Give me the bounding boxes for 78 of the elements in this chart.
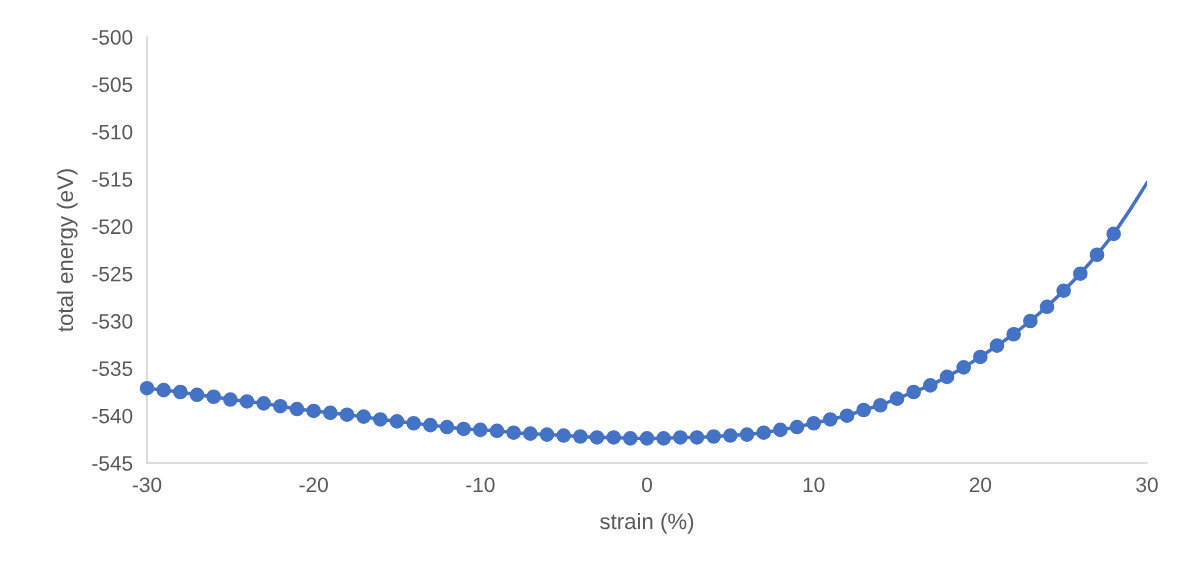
point xyxy=(406,415,421,431)
point xyxy=(823,412,838,427)
point xyxy=(189,387,205,403)
point xyxy=(473,422,488,438)
point xyxy=(556,428,571,443)
point xyxy=(389,414,405,429)
y-tick-label: -535 xyxy=(92,361,133,377)
point xyxy=(656,431,671,446)
point xyxy=(739,427,755,442)
point xyxy=(839,408,855,423)
point xyxy=(1073,266,1088,281)
point xyxy=(973,349,988,365)
point xyxy=(423,417,438,433)
point xyxy=(339,407,355,423)
point xyxy=(223,392,238,407)
point xyxy=(139,380,155,396)
y-tick-label: -520 xyxy=(92,219,133,235)
x-tick-label: 30 xyxy=(1136,477,1158,493)
point xyxy=(539,427,555,442)
point xyxy=(156,382,171,398)
y-tick-label: -540 xyxy=(92,408,133,424)
y-axis-title: total energy (eV) xyxy=(56,169,78,332)
point xyxy=(1106,226,1121,242)
point xyxy=(373,412,388,427)
point xyxy=(923,378,938,393)
y-tick-label: -505 xyxy=(92,77,133,93)
point xyxy=(439,419,455,435)
x-tick-label: 0 xyxy=(642,477,652,493)
point xyxy=(689,430,705,445)
point xyxy=(623,431,638,446)
point xyxy=(639,431,655,446)
point xyxy=(789,419,805,435)
point xyxy=(456,421,471,437)
x-axis-title: strain (%) xyxy=(600,512,694,534)
point xyxy=(989,338,1005,353)
point xyxy=(489,423,505,439)
y-tick-label: -500 xyxy=(92,30,133,45)
x-tick-label: 20 xyxy=(969,477,992,493)
point xyxy=(806,415,821,431)
point xyxy=(673,430,688,445)
point xyxy=(306,403,321,419)
point xyxy=(873,397,888,413)
point xyxy=(723,428,738,443)
point xyxy=(606,430,621,445)
point xyxy=(756,425,771,440)
y-tick-label: -530 xyxy=(92,314,133,329)
x-tick-label: -10 xyxy=(466,477,495,493)
x-tick-label: 10 xyxy=(803,477,825,493)
point xyxy=(289,401,305,417)
point xyxy=(889,391,905,406)
y-tick-label: -545 xyxy=(92,456,133,471)
point xyxy=(1006,326,1021,342)
y-tick-label: -515 xyxy=(92,172,133,187)
point xyxy=(356,409,371,424)
point xyxy=(956,360,971,375)
point xyxy=(1039,299,1055,315)
point xyxy=(1089,247,1105,263)
point xyxy=(1056,283,1071,298)
x-tick-label: -20 xyxy=(299,477,328,493)
y-tick-label: -510 xyxy=(92,124,133,140)
point xyxy=(939,369,955,385)
y-tick-label: -525 xyxy=(92,266,133,282)
point xyxy=(523,426,538,441)
point xyxy=(706,429,721,444)
point xyxy=(589,430,605,445)
point xyxy=(573,429,588,444)
point xyxy=(323,405,338,421)
point xyxy=(906,384,921,400)
point xyxy=(206,389,221,405)
point xyxy=(1023,313,1038,329)
point xyxy=(239,394,255,409)
x-tick-label: -30 xyxy=(132,477,162,493)
point xyxy=(773,422,788,438)
point xyxy=(273,398,288,414)
point xyxy=(506,425,521,440)
point xyxy=(856,402,871,418)
point xyxy=(173,384,188,400)
point xyxy=(256,396,271,411)
